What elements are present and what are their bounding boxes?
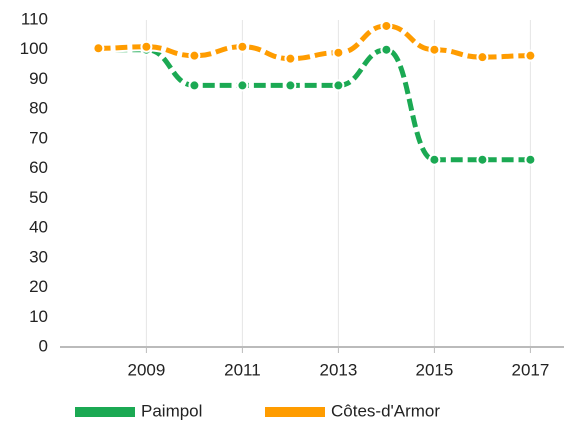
series-line bbox=[98, 47, 531, 163]
point bbox=[332, 79, 345, 92]
y-tick-label: 100 bbox=[20, 39, 48, 58]
point bbox=[524, 49, 537, 62]
point bbox=[476, 153, 489, 166]
point bbox=[332, 46, 345, 59]
point bbox=[428, 43, 441, 56]
legend-swatch bbox=[265, 407, 325, 417]
point bbox=[284, 52, 297, 65]
legend-swatch bbox=[75, 407, 135, 417]
point bbox=[524, 153, 537, 166]
x-tick-label: 2017 bbox=[511, 360, 549, 379]
y-tick-label: 60 bbox=[29, 158, 48, 177]
point bbox=[188, 49, 201, 62]
x-tick-label: 2009 bbox=[127, 360, 165, 379]
point bbox=[92, 42, 105, 55]
point bbox=[284, 79, 297, 92]
x-tick-label: 2015 bbox=[415, 360, 453, 379]
point bbox=[236, 79, 249, 92]
point bbox=[188, 79, 201, 92]
y-tick-label: 30 bbox=[29, 247, 48, 266]
y-tick-label: 10 bbox=[29, 307, 48, 326]
point bbox=[428, 153, 441, 166]
y-tick-label: 40 bbox=[29, 218, 48, 237]
y-tick-label: 90 bbox=[29, 69, 48, 88]
y-tick-label: 20 bbox=[29, 277, 48, 296]
point bbox=[140, 40, 153, 53]
series-line bbox=[98, 23, 531, 62]
y-tick-label: 110 bbox=[21, 9, 48, 28]
legend-label: Paimpol bbox=[141, 401, 202, 420]
point bbox=[380, 19, 393, 32]
point bbox=[236, 40, 249, 53]
y-tick-label: 50 bbox=[29, 188, 48, 207]
y-tick-label: 0 bbox=[39, 336, 48, 355]
line-halo bbox=[98, 45, 531, 165]
x-tick-label: 2013 bbox=[319, 360, 357, 379]
point bbox=[476, 51, 489, 64]
point bbox=[380, 43, 393, 56]
y-tick-label: 70 bbox=[29, 128, 48, 147]
legend-label: Côtes-d'Armor bbox=[331, 401, 440, 420]
x-tick-label: 2011 bbox=[224, 360, 261, 379]
y-tick-label: 80 bbox=[29, 99, 48, 118]
